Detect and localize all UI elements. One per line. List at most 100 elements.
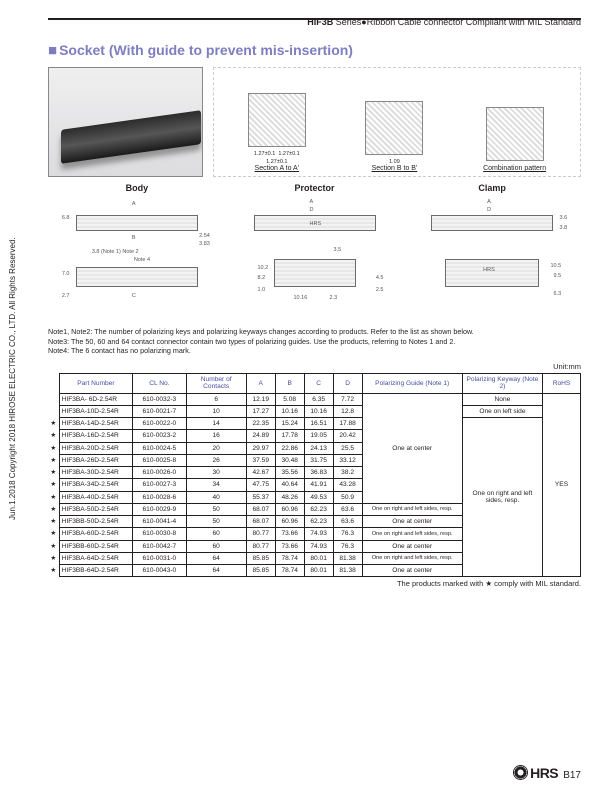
cell-d: 7.72 [333,393,362,405]
cell-c: 36.83 [304,467,333,479]
star-cell: ★ [48,528,59,540]
cell-d: 63.6 [333,503,362,515]
cell-b: 78.74 [275,565,304,577]
cell-nc: 6 [186,393,246,405]
cell-d: 33.12 [333,454,362,466]
cell-a: 22.35 [246,418,275,430]
th-nc: Number of Contacts [186,374,246,394]
cell-b: 60.96 [275,516,304,528]
cell-d: 76.3 [333,528,362,540]
cell-a: 37.59 [246,454,275,466]
cell-d: 76.3 [333,540,362,552]
cell-cl: 610-0031-0 [133,552,186,564]
clamp-drawing: A D 3.6 3.8 HRS 10.5 9.5 6.3 [417,197,567,307]
cell-b: 78.74 [275,552,304,564]
star-cell [48,393,59,405]
unit-label: Unit:mm [48,362,581,371]
header-band: HIF3B Series●Ribbon Cable connector Comp… [48,18,581,34]
section-b-drawing [365,101,423,155]
cell-c: 80.01 [304,552,333,564]
cell-nc: 64 [186,552,246,564]
cell-a: 85.85 [246,552,275,564]
cell-pn: HIF3BA-16D-2.54R [59,430,133,442]
cell-pk-left: One on left side [462,405,542,417]
cell-cl: 610-0028-6 [133,491,186,503]
cell-pk-rl: One on right and left sides, resp. [462,418,542,577]
cell-nc: 26 [186,454,246,466]
th-b: B [275,374,304,394]
page-content: HIF3B Series●Ribbon Cable connector Comp… [0,0,609,793]
th-d: D [333,374,362,394]
header-series-suffix: Series [333,17,361,27]
cell-c: 74.93 [304,540,333,552]
star-cell: ★ [48,442,59,454]
cell-pg: One on right and left sides, resp. [362,528,462,540]
page-number: B17 [563,770,581,781]
cell-nc: 50 [186,503,246,515]
cell-b: 35.56 [275,467,304,479]
cell-b: 40.64 [275,479,304,491]
star-cell: ★ [48,418,59,430]
cell-pn: HIF3BA-26D-2.54R [59,454,133,466]
cell-cl: 610-0021-7 [133,405,186,417]
cell-c: 24.13 [304,442,333,454]
star-cell: ★ [48,552,59,564]
cell-b: 5.08 [275,393,304,405]
table-head: Part Number CL No. Number of Contacts A … [48,374,581,394]
cell-pn: HIF3BA-40D-2.54R [59,491,133,503]
cell-d: 50.9 [333,491,362,503]
cell-cl: 610-0042-7 [133,540,186,552]
cell-nc: 34 [186,479,246,491]
table-row: ★HIF3BA-14D-2.54R610-0022-01422.3515.241… [48,418,581,430]
table-foot-note: The products marked with ★ comply with M… [48,579,581,588]
cell-pn: HIF3BA-10D-2.54R [59,405,133,417]
col-star [48,374,59,394]
note-4: Note4: The 6 contact has no polarizing m… [48,346,581,356]
section-a-drawing [248,93,306,147]
cell-a: 17.27 [246,405,275,417]
star-cell: ★ [48,516,59,528]
section-title: ■Socket (With guide to prevent mis-inser… [48,42,581,59]
page-footer: HRS B17 [513,765,581,781]
cell-b: 48.26 [275,491,304,503]
cell-b: 22.86 [275,442,304,454]
th-rohs: RoHS [543,374,581,394]
cell-cl: 610-0043-0 [133,565,186,577]
header-title: HIF3B Series●Ribbon Cable connector Comp… [307,17,581,27]
cell-cl: 610-0027-3 [133,479,186,491]
section-title-text: Socket (With guide to prevent mis-insert… [59,42,353,58]
cell-b: 10.16 [275,405,304,417]
cell-pn: HIF3BA- 6D-2.54R [59,393,133,405]
header-desc: Ribbon Cable connector Compliant with MI… [367,17,581,27]
cell-pg: One at center [362,516,462,528]
cell-nc: 14 [186,418,246,430]
protector-drawing: A D HRS 10.2 3.5 8.2 1.0 10.16 2.3 4.5 2… [240,197,390,307]
th-c: C [304,374,333,394]
cell-d: 20.42 [333,430,362,442]
cell-a: 12.19 [246,393,275,405]
cell-a: 47.75 [246,479,275,491]
cell-b: 73.66 [275,528,304,540]
cell-cl: 610-0030-8 [133,528,186,540]
table-row: HIF3BA-10D-2.54R610-0021-71017.2710.1610… [48,405,581,417]
cell-cl: 610-0022-0 [133,418,186,430]
cell-d: 38.2 [333,467,362,479]
cell-c: 41.91 [304,479,333,491]
th-pk: Polarizing Keyway (Note 2) [462,374,542,394]
cell-nc: 30 [186,467,246,479]
cell-a: 68.07 [246,503,275,515]
cell-cl: 610-0024-5 [133,442,186,454]
star-cell: ★ [48,430,59,442]
cell-d: 25.5 [333,442,362,454]
cell-c: 74.93 [304,528,333,540]
cell-nc: 50 [186,516,246,528]
cell-a: 85.85 [246,565,275,577]
cell-c: 6.35 [304,393,333,405]
header-series: HIF3B [307,17,333,27]
cell-d: 63.6 [333,516,362,528]
cell-nc: 20 [186,442,246,454]
note-3: Note3: The 50, 60 and 64 contact connect… [48,337,581,347]
product-photo [48,67,203,177]
cell-b: 73.66 [275,540,304,552]
cell-pn: HIF3BA-50D-2.54R [59,503,133,515]
